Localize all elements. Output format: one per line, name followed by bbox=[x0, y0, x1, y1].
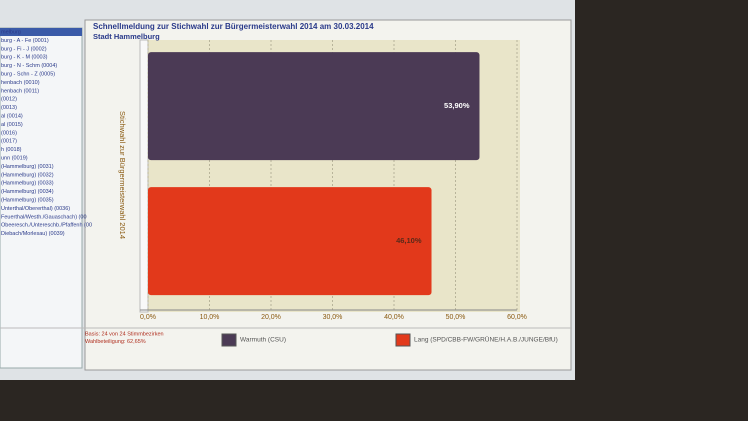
sidebar-item[interactable]: h (0018) bbox=[1, 147, 22, 153]
sidebar-item[interactable]: burg - Schn - Z (0005) bbox=[1, 71, 55, 77]
sidebar-item[interactable]: (0013) bbox=[1, 105, 17, 111]
sidebar-item[interactable]: al (0014) bbox=[1, 113, 23, 119]
value-label: 53,90% bbox=[444, 101, 470, 110]
legend-swatch bbox=[395, 333, 411, 347]
sidebar-item[interactable]: (Hammelburg) (0035) bbox=[1, 197, 54, 203]
axis-label: Stichwahl zur Bürgermeisterwahl 2014 bbox=[118, 111, 127, 239]
sidebar-item[interactable]: burg - N - Schm (0004) bbox=[1, 63, 57, 69]
sidebar-item[interactable]: Diebach/Morlesau) (0039) bbox=[1, 231, 65, 237]
footnote: Wahlbeteiligung: 62,65% bbox=[85, 339, 146, 345]
bar bbox=[148, 52, 480, 161]
sidebar-item[interactable]: (Hammelburg) (0034) bbox=[1, 189, 54, 195]
footnote: Basis: 24 von 24 Stimmbezirken bbox=[85, 331, 164, 337]
sidebar-item[interactable]: (0016) bbox=[1, 130, 17, 136]
sidebar-item[interactable]: Unterthal/Obererthal) (0036) bbox=[1, 206, 70, 212]
x-tick-label: 50,0% bbox=[446, 314, 466, 321]
sidebar-item[interactable]: (Hammelburg) (0033) bbox=[1, 181, 54, 187]
sidebar-item[interactable]: henbach (0010) bbox=[1, 80, 40, 86]
legend-label: Warmuth (CSU) bbox=[240, 337, 286, 344]
chart-title: Schnellmeldung zur Stichwahl zur Bürgerm… bbox=[93, 22, 374, 31]
sidebar-selection bbox=[0, 28, 82, 36]
bar bbox=[148, 187, 432, 296]
sidebar-item[interactable]: burg - Fi - J (0002) bbox=[1, 46, 47, 52]
x-tick-label: 0,0% bbox=[140, 314, 156, 321]
x-tick-label: 40,0% bbox=[384, 314, 404, 321]
sidebar-item[interactable]: unn (0019) bbox=[1, 155, 28, 161]
sidebar-item[interactable]: Obeeresch./Untereschb./Pfaffenh (00 bbox=[1, 223, 92, 229]
sidebar-item[interactable]: al (0015) bbox=[1, 122, 23, 128]
legend-swatch bbox=[221, 333, 237, 347]
x-tick-label: 60,0% bbox=[507, 314, 527, 321]
sidebar-item[interactable]: (Hammelburg) (0031) bbox=[1, 164, 54, 170]
sidebar-item[interactable]: Feuerthal/Westh./Gauaschach) (00 bbox=[1, 214, 87, 220]
chart-subtitle: Stadt Hammelburg bbox=[93, 32, 160, 41]
sidebar-item[interactable]: (0017) bbox=[1, 139, 17, 145]
value-label: 46,10% bbox=[396, 236, 422, 245]
legend-label: Lang (SPD/CBB-FW/GRÜNE/H.A.B./JUNGE/BfU) bbox=[414, 336, 558, 344]
x-tick-label: 30,0% bbox=[323, 314, 343, 321]
sidebar-item[interactable]: burg - A - Fe (0001) bbox=[1, 38, 49, 44]
sidebar bbox=[0, 27, 83, 369]
sidebar-item[interactable]: henbach (0011) bbox=[1, 88, 39, 94]
sidebar-item[interactable]: melburg bbox=[1, 29, 21, 35]
sidebar-item[interactable]: burg - K - M (0003) bbox=[1, 55, 48, 61]
x-tick-label: 10,0% bbox=[200, 314, 220, 321]
sidebar-item[interactable]: (0012) bbox=[1, 97, 17, 103]
x-tick-label: 20,0% bbox=[261, 314, 281, 321]
sidebar-item[interactable]: (Hammelburg) (0032) bbox=[1, 172, 54, 178]
plot-wall bbox=[139, 39, 149, 313]
